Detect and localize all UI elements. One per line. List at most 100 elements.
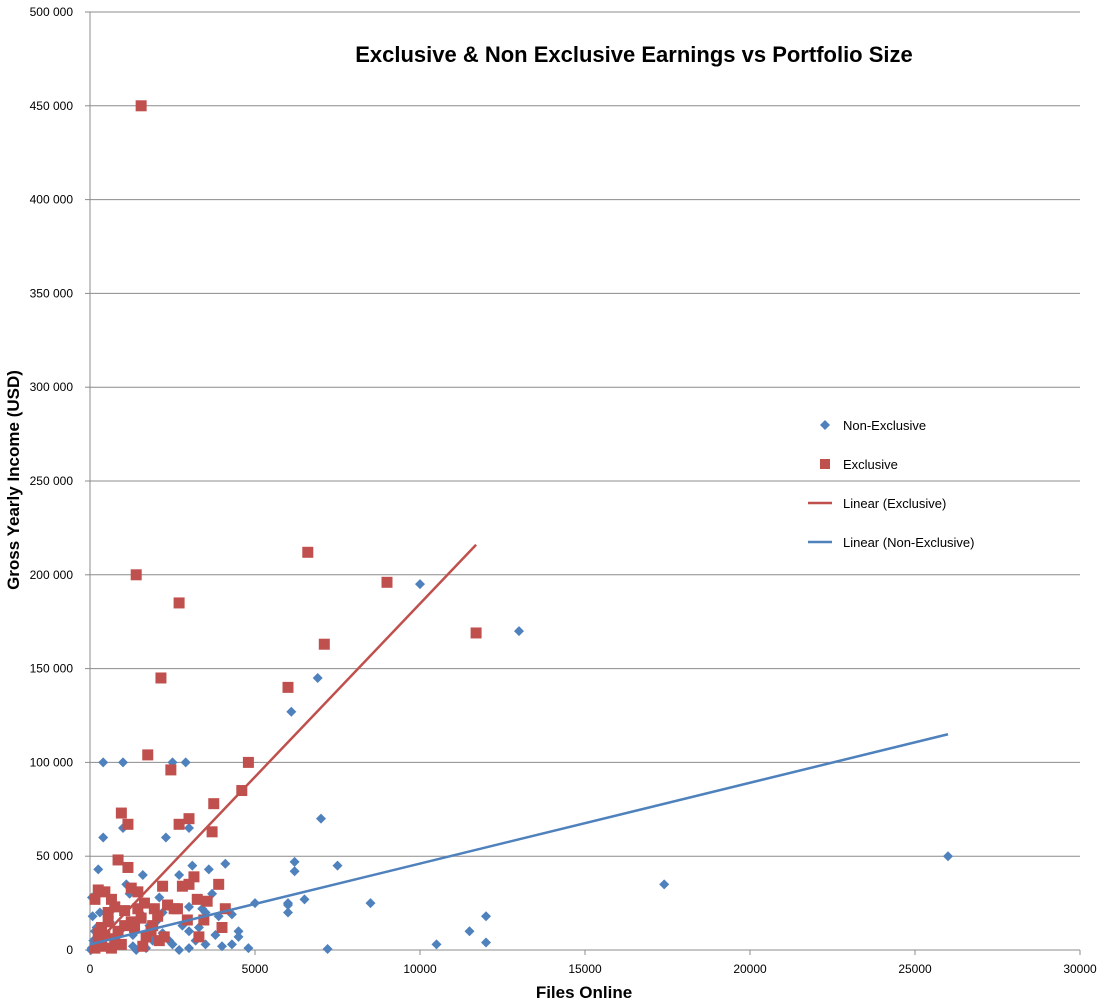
point-exclusive [171,903,183,915]
point-non-exclusive [184,823,194,834]
x-tick-label: 10000 [403,962,437,976]
point-exclusive [92,884,104,896]
legend-marker-exclusive [820,459,830,469]
point-non-exclusive [180,757,191,768]
legend-label-non-exclusive: Non-Exclusive [843,418,926,433]
point-non-exclusive [514,626,524,637]
point-exclusive [140,931,152,943]
point-exclusive [102,906,114,918]
legend-marker-non-exclusive [820,420,830,430]
point-exclusive [125,916,137,928]
point-exclusive [132,903,144,915]
point-non-exclusive [154,892,165,903]
point-non-exclusive [87,911,98,922]
point-exclusive [157,880,169,892]
point-non-exclusive [481,937,491,948]
point-non-exclusive [184,926,194,937]
y-tick-label: 500 000 [30,5,74,19]
point-exclusive [125,882,137,894]
point-exclusive [242,756,254,768]
point-exclusive [142,749,154,761]
point-exclusive [89,893,101,905]
point-exclusive [381,576,393,588]
y-tick-label: 100 000 [30,755,74,769]
point-exclusive [115,938,127,950]
point-exclusive [148,903,160,915]
point-exclusive [138,897,150,909]
point-exclusive [109,901,121,913]
point-exclusive [213,878,225,890]
point-exclusive [183,878,195,890]
point-non-exclusive [220,858,231,869]
point-exclusive [105,942,117,954]
point-non-exclusive [187,860,198,871]
point-exclusive [99,886,111,898]
point-non-exclusive [184,943,194,954]
point-exclusive [173,818,185,830]
point-exclusive [96,940,108,952]
point-non-exclusive [93,864,104,875]
point-exclusive [137,940,149,952]
point-exclusive [193,931,205,943]
point-exclusive [302,546,314,558]
point-exclusive [162,899,174,911]
point-non-exclusive [233,926,244,937]
point-exclusive [470,627,482,639]
point-non-exclusive [118,757,128,768]
point-exclusive [129,921,141,933]
point-non-exclusive [217,941,227,952]
trendline-linear-exclusive- [89,543,478,951]
x-axis-title: Files Online [536,983,632,1002]
point-non-exclusive [203,864,214,875]
point-non-exclusive [312,672,323,683]
point-non-exclusive [289,866,300,877]
point-exclusive [102,916,114,928]
point-exclusive [165,764,177,776]
trendline-linear-non-exclusive- [89,733,949,946]
point-exclusive [282,681,294,693]
point-exclusive [188,871,200,883]
point-exclusive [122,818,134,830]
point-non-exclusive [365,898,376,909]
point-exclusive [155,672,167,684]
point-non-exclusive [174,945,185,955]
point-non-exclusive [464,926,475,937]
point-exclusive [89,942,101,954]
point-non-exclusive [659,879,670,890]
x-tick-label: 5000 [242,962,269,976]
point-exclusive [130,569,142,581]
point-non-exclusive [332,860,343,871]
point-non-exclusive [431,939,442,950]
point-exclusive [176,880,188,892]
point-exclusive [122,861,134,873]
point-exclusive [112,925,124,937]
point-non-exclusive [481,911,491,922]
point-exclusive [201,895,213,907]
legend: Non-Exclusive Exclusive Linear (Exclusiv… [808,418,975,550]
y-tick-label: 200 000 [30,568,74,582]
point-non-exclusive [283,907,293,918]
y-tick-label: 350 000 [30,286,74,300]
point-exclusive [145,925,157,937]
point-non-exclusive [322,944,333,955]
point-exclusive [152,910,164,922]
chart-title: Exclusive & Non Exclusive Earnings vs Po… [355,42,913,67]
legend-label-linear-non-exclusive: Linear (Non-Exclusive) [843,535,975,550]
y-tick-label: 150 000 [30,662,74,676]
point-exclusive [173,597,185,609]
y-tick-label: 400 000 [30,193,74,207]
point-non-exclusive [299,894,310,905]
point-exclusive [198,914,210,926]
point-exclusive [216,921,228,933]
point-non-exclusive [98,832,109,843]
point-non-exclusive [286,706,297,717]
point-exclusive [206,826,218,838]
point-non-exclusive [137,869,148,880]
y-tick-label: 50 000 [36,849,73,863]
y-tick-label: 450 000 [30,99,74,113]
point-exclusive [135,912,147,924]
point-exclusive [183,813,195,825]
point-non-exclusive [94,907,105,918]
